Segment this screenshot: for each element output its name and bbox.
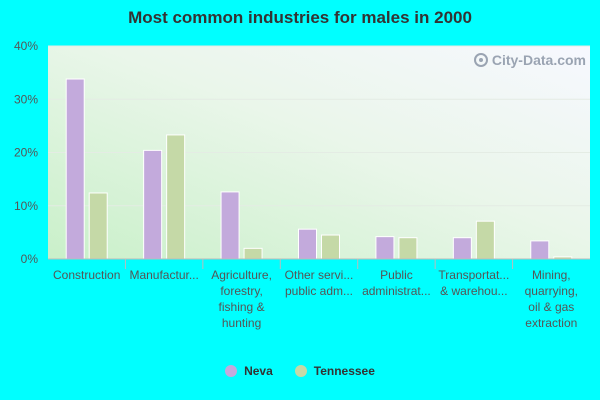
bar-neva <box>220 191 240 260</box>
bar-tennessee <box>243 247 263 260</box>
bar-neva <box>298 228 317 260</box>
watermark: City-Data.com <box>473 52 586 68</box>
bar-neva <box>530 240 550 260</box>
axis-layer: 0% 10% 20% 30% 40% Construction Manufactur... A… <box>14 39 590 330</box>
bar-tennessee <box>398 237 418 260</box>
y-tick-label: 0% <box>21 252 39 266</box>
bar-neva <box>375 236 395 260</box>
y-tick-label: 30% <box>14 92 38 106</box>
watermark-text: City-Data.com <box>491 52 586 68</box>
y-tick-label: 10% <box>14 199 38 213</box>
legend-swatch-tennessee <box>294 365 307 377</box>
x-tick-label: Agriculture, forestry, fishing & hunting <box>211 268 272 330</box>
legend-label-neva: Neva <box>244 364 273 378</box>
grid-layer <box>48 45 590 207</box>
x-tick-label: Manufactur... <box>129 268 198 282</box>
x-tick-label: Mining, quarrying, oil & gas extraction <box>525 268 578 330</box>
chart-title: Most common industries for males in 2000 <box>128 8 472 27</box>
bar-neva <box>65 78 85 260</box>
bar-tennessee <box>475 220 495 260</box>
legend-item-neva: Neva <box>225 364 273 378</box>
x-tick-label: Construction <box>53 268 120 282</box>
bar-layer <box>65 78 573 260</box>
bar-neva <box>143 149 163 260</box>
city-data-logo-icon <box>473 53 488 67</box>
bar-tennessee <box>321 234 340 260</box>
legend-label-tennessee: Tennessee <box>313 364 375 378</box>
bar-tennessee <box>88 192 108 260</box>
bar-tennessee <box>166 134 186 260</box>
legend-item-tennessee: Tennessee <box>294 364 375 378</box>
x-tick-label: Transportat... & warehou... <box>438 268 509 298</box>
bar-neva <box>452 237 472 260</box>
y-tick-label: 20% <box>14 146 38 160</box>
legend-swatch-neva <box>225 365 238 377</box>
x-tick-label: Other servi... public adm... <box>285 268 354 298</box>
legend: Neva Tennessee <box>0 364 600 378</box>
x-tick-label: Public administrat... <box>362 268 431 298</box>
y-tick-label: 40% <box>14 39 38 53</box>
